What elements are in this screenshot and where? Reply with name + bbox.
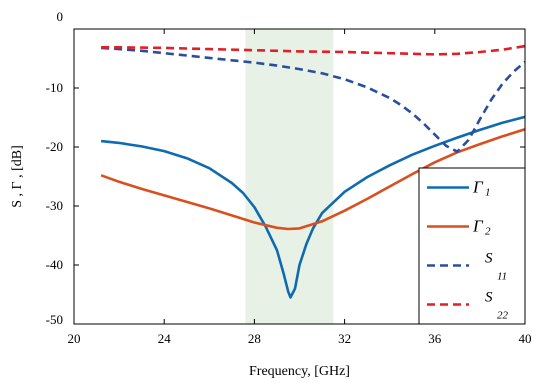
- x-axis-label: Frequency, [GHz]: [249, 364, 350, 379]
- legend-subscript-s22: 22: [497, 310, 509, 322]
- y-tick-label: -30: [46, 198, 63, 213]
- legend-subscript-γ1: 1: [485, 187, 491, 199]
- series-layer: [100, 44, 526, 299]
- y-tick-label: -40: [46, 257, 63, 272]
- series-line-s22: [101, 44, 526, 56]
- legend-subscript-γ2: 2: [485, 226, 491, 238]
- x-tick-label: 20: [68, 331, 81, 346]
- series-line-γ1: [100, 115, 526, 299]
- x-tick-label: 40: [519, 331, 532, 346]
- x-tick-label: 24: [158, 331, 172, 346]
- y-tick-label: -10: [46, 80, 63, 95]
- legend-subscript-s11: 11: [497, 271, 507, 283]
- legend-box: [418, 167, 526, 325]
- x-tick-label: 28: [248, 331, 261, 346]
- y-tick-label: 0: [57, 9, 64, 24]
- x-tick-label: 32: [338, 331, 351, 346]
- legend-label-s11: S: [485, 251, 493, 267]
- legend-label-γ2: Γ: [472, 217, 484, 236]
- y-tick-label: -50: [46, 312, 63, 327]
- y-tick-label: -20: [46, 139, 63, 154]
- highlight-band: [245, 29, 334, 324]
- series-line-γ2: [100, 128, 526, 231]
- y-axis-label: S , Γ , [dB]: [10, 145, 25, 208]
- x-tick-label: 36: [428, 331, 442, 346]
- series-line-s11: [101, 46, 526, 153]
- legend-label-γ1: Γ: [472, 178, 484, 197]
- legend-label-s22: S: [485, 290, 493, 306]
